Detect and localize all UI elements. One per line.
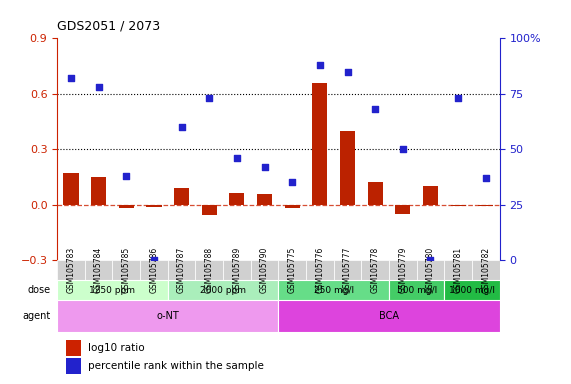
Bar — [279, 280, 389, 300]
Point — [232, 155, 242, 161]
Bar — [361, 260, 389, 280]
Point — [204, 95, 214, 101]
Point — [288, 179, 297, 185]
Bar — [168, 280, 278, 300]
Text: GSM105789: GSM105789 — [232, 247, 242, 293]
Text: GSM105784: GSM105784 — [94, 247, 103, 293]
Bar — [57, 260, 85, 280]
Point — [343, 69, 352, 75]
Text: GSM105785: GSM105785 — [122, 247, 131, 293]
Text: 250 mg/l: 250 mg/l — [313, 286, 354, 295]
Text: 2000 ppm: 2000 ppm — [200, 286, 246, 295]
Bar — [478, 205, 493, 206]
Text: percentile rank within the sample: percentile rank within the sample — [88, 361, 264, 371]
Bar — [395, 205, 411, 214]
Text: o-NT: o-NT — [156, 311, 179, 321]
Bar — [389, 260, 417, 280]
Bar — [57, 280, 168, 300]
Point — [371, 106, 380, 113]
Bar — [257, 194, 272, 205]
Bar — [389, 280, 444, 300]
Bar — [368, 182, 383, 205]
Bar — [174, 188, 189, 205]
Point — [453, 95, 463, 101]
Text: 1250 ppm: 1250 ppm — [90, 286, 135, 295]
Text: BCA: BCA — [379, 311, 399, 321]
Text: GSM105776: GSM105776 — [315, 247, 324, 293]
Bar — [451, 205, 466, 206]
Text: GSM105787: GSM105787 — [177, 247, 186, 293]
Bar — [66, 339, 82, 356]
Bar — [112, 260, 140, 280]
Text: GSM105780: GSM105780 — [426, 247, 435, 293]
Bar — [223, 260, 251, 280]
Text: GSM105775: GSM105775 — [288, 247, 297, 293]
Text: GSM105783: GSM105783 — [66, 247, 75, 293]
Point — [150, 257, 159, 263]
Text: GSM105788: GSM105788 — [205, 247, 214, 293]
Bar — [57, 300, 279, 333]
Bar — [340, 131, 355, 205]
Bar — [279, 260, 306, 280]
Point — [122, 173, 131, 179]
Bar — [119, 205, 134, 208]
Bar — [195, 260, 223, 280]
Point — [94, 84, 103, 90]
Text: GSM105778: GSM105778 — [371, 247, 380, 293]
Bar — [66, 358, 82, 374]
Point — [315, 62, 324, 68]
Point — [177, 124, 186, 130]
Bar — [230, 192, 244, 205]
Point — [398, 146, 407, 152]
Bar — [472, 260, 500, 280]
Bar — [444, 280, 500, 300]
Point — [426, 257, 435, 263]
Text: GSM105782: GSM105782 — [481, 247, 490, 293]
Bar — [85, 260, 112, 280]
Bar — [284, 205, 300, 208]
Bar — [91, 177, 106, 205]
Text: dose: dose — [27, 285, 50, 295]
Text: GSM105779: GSM105779 — [399, 247, 407, 293]
Bar — [140, 260, 168, 280]
Bar — [202, 205, 217, 215]
Point — [66, 75, 75, 81]
Bar — [251, 260, 278, 280]
Text: agent: agent — [22, 311, 50, 321]
Bar — [168, 260, 195, 280]
Point — [481, 175, 490, 181]
Text: log10 ratio: log10 ratio — [88, 343, 144, 353]
Bar — [146, 205, 162, 207]
Text: 500 mg/l: 500 mg/l — [396, 286, 437, 295]
Bar — [333, 260, 361, 280]
Text: GSM105777: GSM105777 — [343, 247, 352, 293]
Bar — [423, 186, 438, 205]
Text: GSM105781: GSM105781 — [453, 247, 463, 293]
Text: 1000 mg/l: 1000 mg/l — [449, 286, 495, 295]
Bar — [306, 260, 333, 280]
Bar — [63, 173, 79, 205]
Bar — [279, 300, 500, 333]
Point — [260, 164, 269, 170]
Text: GSM105790: GSM105790 — [260, 247, 269, 293]
Bar — [312, 83, 327, 205]
Bar — [444, 260, 472, 280]
Bar — [417, 260, 444, 280]
Text: GDS2051 / 2073: GDS2051 / 2073 — [57, 20, 160, 33]
Text: GSM105786: GSM105786 — [150, 247, 158, 293]
